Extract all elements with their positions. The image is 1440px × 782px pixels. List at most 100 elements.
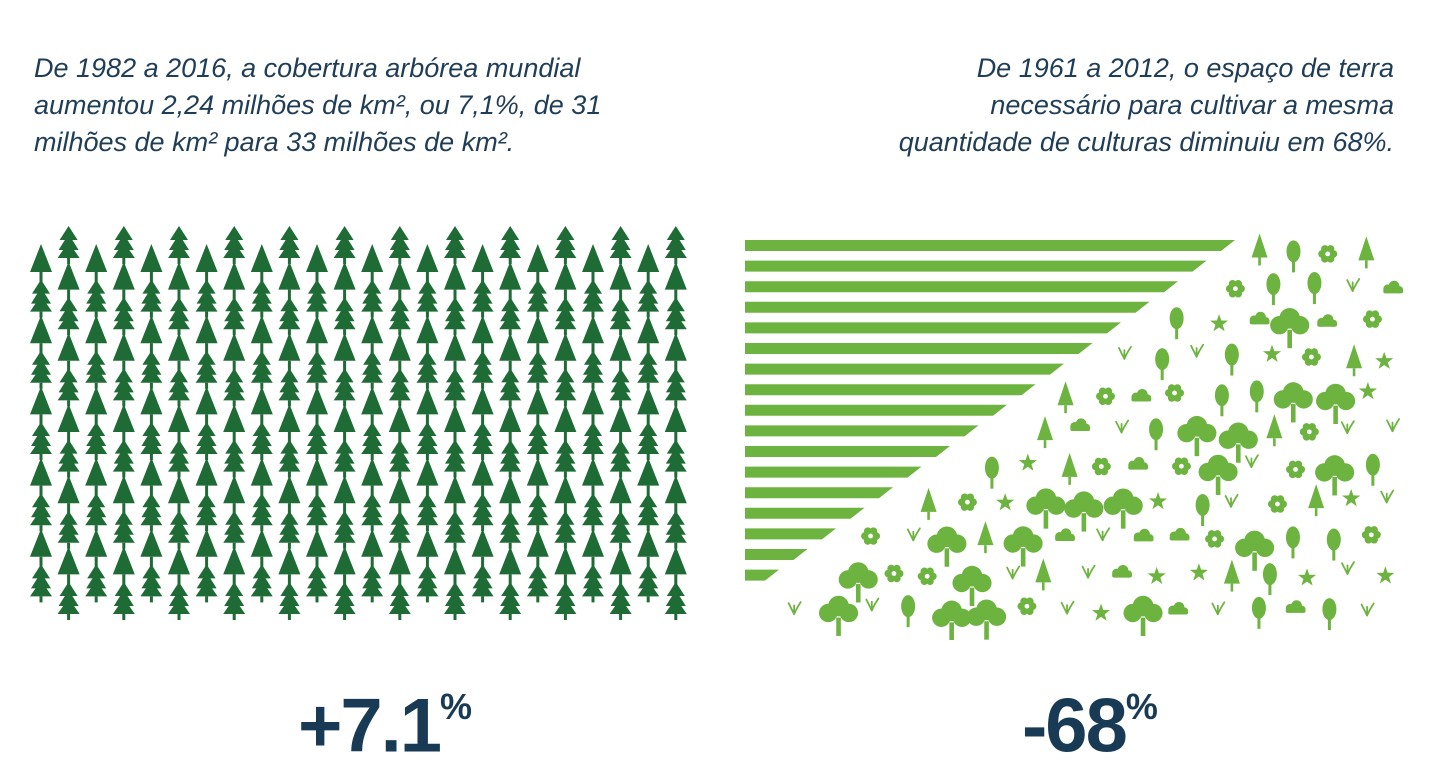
pine-tree-icon <box>416 564 439 603</box>
pine-tree-icon <box>609 297 632 336</box>
pine-tree-icon <box>582 279 604 318</box>
forest-trees-illustration <box>30 226 687 620</box>
crop-stripe <box>745 322 1121 334</box>
pine-tree-icon <box>471 279 494 318</box>
pine-tree-icon <box>57 582 80 620</box>
pine-tree-icon <box>526 493 549 532</box>
pine-tree-icon <box>333 261 356 300</box>
round-tree-icon <box>838 562 878 603</box>
pine-tree-icon <box>499 404 522 442</box>
pine-tree-icon <box>637 493 660 532</box>
pine-tree-icon <box>195 422 218 460</box>
pine-tree-icon <box>140 528 163 567</box>
pine-tree-icon <box>609 546 632 585</box>
pine-tree-icon <box>278 332 301 371</box>
pine-tree-icon <box>582 244 604 282</box>
pine-tree-icon <box>168 297 190 336</box>
pine-tree-icon <box>637 315 660 354</box>
pine-tree-icon <box>250 244 273 282</box>
pine-tree-icon <box>195 350 218 389</box>
round-tree-icon <box>1103 488 1143 529</box>
crop-stripe <box>745 528 836 540</box>
shrub-icon <box>1383 280 1404 294</box>
pine-tree-icon <box>499 475 522 514</box>
conifer-icon <box>1251 233 1268 266</box>
pine-tree-icon <box>30 528 52 567</box>
pine-tree-icon <box>471 493 494 532</box>
grass-icon <box>1006 565 1021 580</box>
star-flower-icon <box>1210 314 1229 332</box>
bush-tree-icon <box>1195 493 1210 526</box>
round-tree-icon <box>1273 382 1313 423</box>
pine-tree-icon <box>30 244 52 282</box>
pine-tree-icon <box>333 582 356 620</box>
pine-tree-icon <box>306 493 328 532</box>
pine-tree-icon <box>471 315 494 354</box>
conifer-icon <box>1037 416 1054 449</box>
star-flower-icon <box>1342 489 1361 507</box>
pine-tree-icon <box>57 332 80 371</box>
pine-tree-icon <box>664 261 687 300</box>
bush-tree-icon <box>1365 453 1380 486</box>
conifer-icon <box>1057 381 1074 414</box>
pine-tree-icon <box>388 226 411 264</box>
pine-tree-icon <box>554 261 577 300</box>
pine-tree-icon <box>416 315 439 354</box>
conifer-icon <box>1308 484 1325 517</box>
crop-stripe <box>745 569 779 581</box>
round-tree-icon <box>1270 307 1310 349</box>
pine-tree-icon <box>223 582 246 620</box>
cropland-decrease-stat: -68% <box>1022 668 1158 771</box>
conifer-icon <box>1061 452 1078 485</box>
grass-icon <box>787 601 802 616</box>
pine-tree-icon <box>333 439 356 478</box>
shrub-icon <box>1169 527 1190 541</box>
pine-tree-icon <box>388 582 411 620</box>
pine-tree-icon <box>278 404 301 442</box>
pine-tree-icon <box>306 422 328 460</box>
conifer-icon <box>977 521 994 554</box>
pine-tree-icon <box>57 475 80 514</box>
pine-tree-icon <box>250 350 273 389</box>
pine-tree-icon <box>582 528 604 567</box>
pine-tree-icon <box>471 528 494 567</box>
pine-tree-icon <box>582 564 604 603</box>
flower-icon <box>1318 245 1338 263</box>
flower-icon <box>1165 384 1185 402</box>
round-tree-icon <box>966 599 1007 640</box>
stat-value: -68 <box>1022 683 1128 769</box>
pine-tree-icon <box>223 510 246 549</box>
pine-tree-icon <box>333 332 356 371</box>
pine-tree-icon <box>388 439 411 478</box>
pine-tree-icon <box>361 386 384 425</box>
bush-tree-icon <box>1322 598 1337 631</box>
pine-tree-icon <box>554 297 577 336</box>
pine-tree-icon <box>57 404 80 442</box>
pine-tree-icon <box>609 226 632 264</box>
pine-tree-icon <box>444 368 466 407</box>
pine-tree-icon <box>499 261 522 300</box>
shrub-icon <box>1055 528 1075 541</box>
round-tree-icon <box>1177 415 1217 457</box>
pine-tree-icon <box>388 546 411 585</box>
pine-tree-icon <box>609 404 632 442</box>
pine-tree-icon <box>223 439 246 478</box>
grass-icon <box>1380 489 1395 504</box>
pine-tree-icon <box>526 457 549 496</box>
pine-tree-icon <box>306 564 328 603</box>
shrub-icon <box>1128 457 1149 470</box>
round-tree-icon <box>1316 383 1356 425</box>
star-flower-icon <box>1149 491 1168 510</box>
round-tree-icon <box>1123 595 1163 637</box>
pine-tree-icon <box>333 297 356 336</box>
pine-tree-icon <box>112 261 135 300</box>
pine-tree-icon <box>223 261 246 300</box>
flower-icon <box>1301 348 1321 366</box>
flower-icon <box>861 527 881 545</box>
pine-tree-icon <box>361 564 384 603</box>
pine-tree-icon <box>223 332 246 371</box>
pine-tree-icon <box>361 422 384 460</box>
pine-tree-icon <box>223 297 246 336</box>
pine-tree-icon <box>85 422 108 460</box>
crop-stripe <box>745 384 1036 396</box>
